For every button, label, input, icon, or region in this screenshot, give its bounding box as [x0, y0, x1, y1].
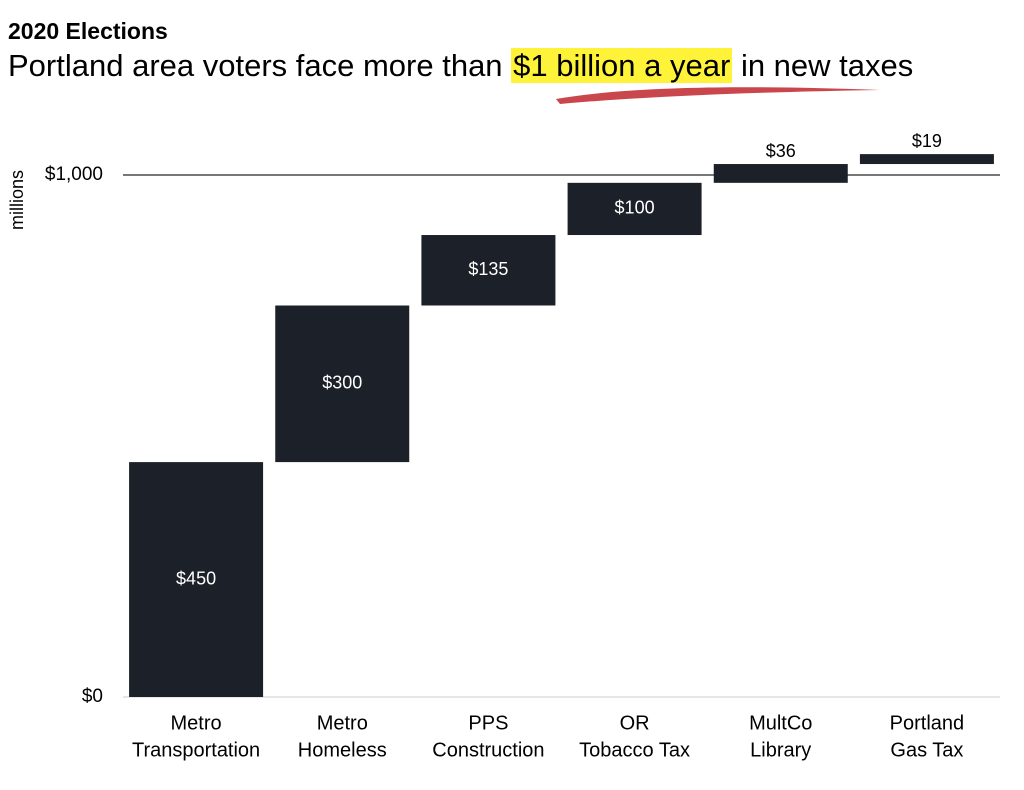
- bar: [713, 164, 848, 183]
- subtitle-highlight: $1 billion a year: [511, 48, 733, 83]
- x-tick-label: Construction: [432, 739, 544, 761]
- x-tick-label: Transportation: [132, 739, 260, 761]
- data-label: $135: [468, 259, 508, 279]
- x-tick-label: Library: [750, 739, 811, 761]
- data-label: $19: [912, 131, 942, 151]
- subtitle-text: Portland area voters face more than: [8, 48, 503, 83]
- x-tick-label: PPS: [468, 712, 508, 734]
- x-tick-label: Portland: [890, 712, 965, 734]
- bar: [859, 154, 994, 165]
- data-label: $36: [766, 141, 796, 161]
- data-label: $100: [615, 198, 655, 218]
- y-axis-label: millions: [7, 170, 27, 230]
- x-tick-label: MultCo: [749, 712, 812, 734]
- data-label: $450: [176, 568, 216, 588]
- bar: [567, 182, 702, 236]
- x-tick-label: Metro: [317, 712, 368, 734]
- subtitle-text: in new taxes: [740, 48, 914, 83]
- chart-subtitle: Portland area voters face more than $1 b…: [8, 48, 913, 84]
- brush-underline: [556, 87, 880, 104]
- x-tick-label: Homeless: [298, 739, 387, 761]
- y-tick-label: $0: [82, 686, 103, 707]
- x-tick-label: Metro: [171, 712, 222, 734]
- x-tick-label: OR: [620, 712, 650, 734]
- data-label: $300: [322, 373, 362, 393]
- x-tick-label: Tobacco Tax: [579, 739, 690, 761]
- bar: [275, 305, 410, 463]
- y-tick-label: $1,000: [45, 164, 103, 185]
- chart-title: 2020 Elections: [8, 18, 168, 44]
- bar: [421, 235, 556, 306]
- bar: [129, 462, 264, 697]
- x-tick-label: Gas Tax: [890, 739, 963, 761]
